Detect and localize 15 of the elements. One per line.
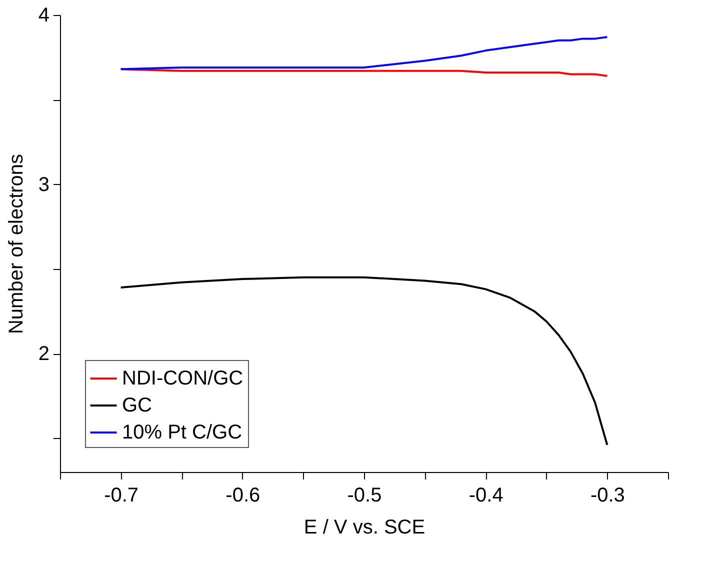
legend-label: 10% Pt C/GC	[122, 422, 242, 444]
x-tick-label: -0.6	[226, 484, 260, 506]
y-tick-label: 3	[38, 174, 50, 196]
y-axis-title: Number of electrons	[5, 154, 28, 334]
line-series	[120, 36, 608, 70]
x-axis-title: E / V vs. SCE	[304, 516, 426, 538]
y-tick-label: 4	[38, 4, 50, 26]
line-series	[120, 276, 608, 446]
y-tick-label: 2	[38, 343, 50, 366]
x-tick-label: -0.4	[468, 484, 504, 506]
x-tick-label: -0.7	[104, 484, 139, 506]
legend-label: NDI-CON/GC	[122, 368, 244, 390]
legend-label: GC	[122, 394, 152, 416]
x-tick-label: -0.5	[347, 484, 382, 506]
x-tick-label: -0.3	[590, 484, 625, 506]
